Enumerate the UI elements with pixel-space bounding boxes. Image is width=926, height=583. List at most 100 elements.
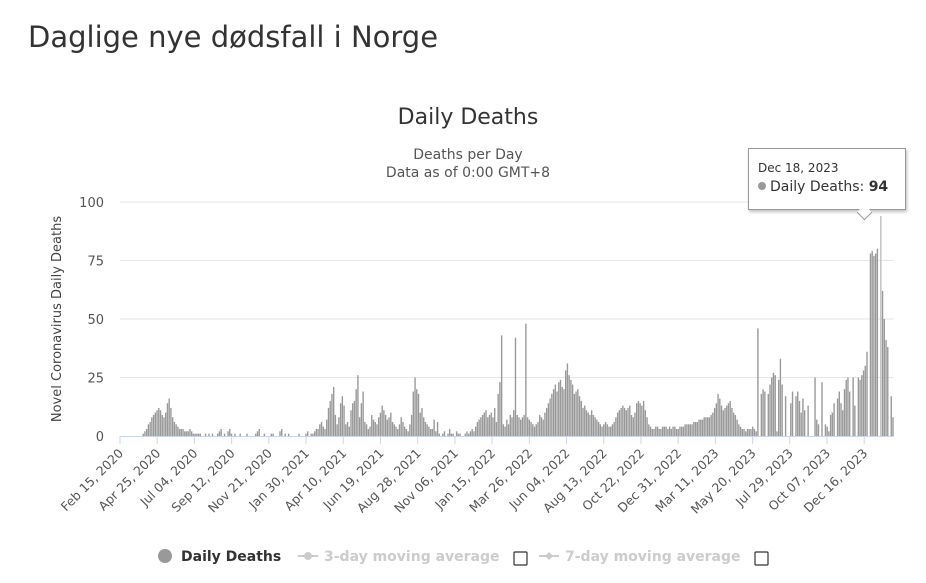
bar[interactable] [590, 410, 593, 436]
bar[interactable] [866, 351, 868, 436]
bar[interactable] [173, 421, 176, 436]
bar[interactable] [710, 414, 712, 436]
bar[interactable] [729, 400, 731, 436]
bar[interactable] [568, 375, 570, 436]
bar[interactable] [655, 426, 657, 436]
bar[interactable] [353, 400, 356, 436]
bar[interactable] [604, 421, 607, 436]
bar[interactable] [674, 426, 676, 436]
bar[interactable] [585, 410, 588, 436]
bar[interactable] [859, 379, 861, 436]
bar[interactable] [565, 370, 567, 436]
bar[interactable] [367, 428, 369, 436]
bar[interactable] [365, 424, 368, 436]
bar[interactable] [736, 419, 738, 436]
bar[interactable] [539, 414, 541, 436]
bar[interactable] [663, 426, 666, 436]
bar[interactable] [584, 405, 586, 436]
bar[interactable] [158, 407, 160, 436]
bar[interactable] [540, 417, 543, 436]
bar[interactable] [180, 428, 182, 436]
bar[interactable] [442, 433, 444, 436]
bar[interactable] [774, 375, 776, 436]
bar[interactable] [281, 428, 283, 436]
bar[interactable] [712, 412, 714, 436]
bar[interactable] [352, 403, 354, 436]
bar[interactable] [843, 389, 846, 436]
bar[interactable] [826, 426, 828, 436]
bar[interactable] [506, 419, 508, 436]
bar[interactable] [532, 424, 534, 436]
bar[interactable] [246, 433, 248, 436]
bar[interactable] [852, 377, 854, 437]
bar[interactable] [610, 426, 612, 436]
bar[interactable] [471, 428, 473, 436]
bar[interactable] [298, 433, 300, 436]
bar[interactable] [514, 337, 517, 436]
bar[interactable] [892, 417, 894, 436]
bar[interactable] [151, 417, 153, 436]
bar[interactable] [334, 414, 337, 436]
bar[interactable] [873, 255, 875, 436]
bar[interactable] [769, 384, 771, 436]
bar[interactable] [613, 421, 615, 436]
bar[interactable] [223, 433, 226, 436]
bar[interactable] [163, 417, 165, 436]
bar[interactable] [345, 424, 347, 436]
bar[interactable] [270, 433, 273, 436]
bar[interactable] [634, 412, 636, 436]
bar[interactable] [533, 426, 536, 436]
bar[interactable] [738, 424, 740, 436]
bar[interactable] [152, 414, 155, 436]
bar[interactable] [220, 428, 222, 436]
bar[interactable] [326, 419, 328, 436]
bar[interactable] [566, 363, 569, 436]
bar[interactable] [571, 384, 574, 436]
bar[interactable] [320, 421, 323, 436]
bar[interactable] [636, 403, 638, 436]
bar[interactable] [360, 403, 363, 436]
bar[interactable] [397, 428, 399, 436]
bar[interactable] [263, 433, 266, 436]
bar[interactable] [197, 433, 200, 436]
bar[interactable] [424, 421, 427, 436]
bar[interactable] [391, 421, 394, 436]
bar[interactable] [833, 403, 835, 436]
bar-series-daily-deaths[interactable] [142, 216, 894, 437]
bar[interactable] [426, 424, 428, 436]
bar[interactable] [641, 405, 643, 436]
bar[interactable] [713, 407, 716, 436]
bar[interactable] [331, 393, 333, 436]
bar[interactable] [890, 396, 892, 436]
bar[interactable] [861, 375, 863, 436]
bar[interactable] [802, 398, 804, 436]
bar[interactable] [559, 379, 562, 436]
bar[interactable] [196, 433, 198, 436]
bar[interactable] [329, 400, 331, 436]
bar[interactable] [700, 419, 702, 436]
bar[interactable] [436, 421, 439, 436]
bar[interactable] [182, 428, 184, 436]
bar[interactable] [476, 421, 479, 436]
bar[interactable] [577, 389, 579, 436]
bar[interactable] [727, 403, 730, 436]
bar[interactable] [649, 426, 652, 436]
bar[interactable] [521, 417, 524, 436]
bar[interactable] [156, 410, 158, 436]
bar[interactable] [696, 421, 698, 436]
bar[interactable] [429, 428, 432, 436]
bar[interactable] [776, 431, 778, 436]
bar[interactable] [648, 424, 650, 436]
legend-item-3day-average[interactable]: 3-day moving average [298, 549, 528, 566]
bar[interactable] [547, 403, 550, 436]
bar[interactable] [372, 419, 375, 436]
bar[interactable] [656, 426, 659, 436]
bar[interactable] [795, 396, 797, 436]
bar[interactable] [525, 323, 527, 436]
bar[interactable] [312, 433, 314, 436]
bar[interactable] [694, 421, 697, 436]
bar[interactable] [145, 428, 148, 436]
bar[interactable] [661, 426, 664, 436]
bar[interactable] [838, 391, 840, 436]
bar[interactable] [883, 319, 885, 436]
